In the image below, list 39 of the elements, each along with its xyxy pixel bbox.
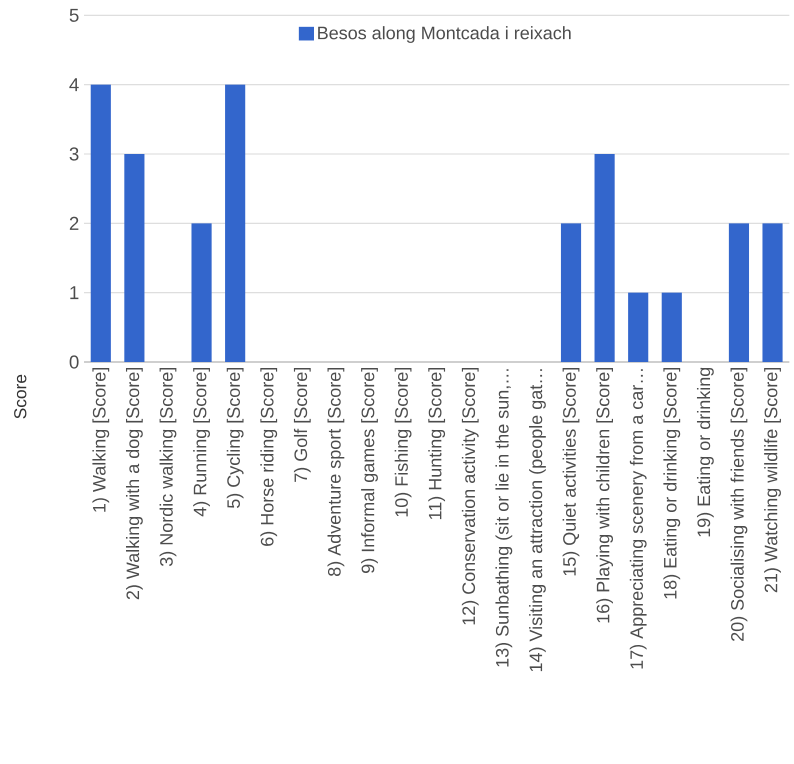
x-tick-label: 9) Informal games [Score]: [361, 368, 378, 573]
y-tick-label: 4: [69, 78, 79, 92]
x-tick-label: 18) Eating or drinking [Score]: [663, 368, 680, 598]
y-tick-label: 0: [70, 355, 79, 369]
x-tick-label: 4) Running [Score]: [193, 368, 210, 516]
x-tick-label: 21) Watching wildlife [Score]: [764, 368, 781, 592]
x-tick-label: 13) Sunbathing (sit or lie in the sun,…: [495, 369, 512, 666]
x-tick-label: 6) Horse riding [Score]: [260, 368, 278, 546]
x-tick-label: 7) Golf [Score]: [294, 368, 311, 482]
legend-label: Besos along Montcada i reixach: [318, 26, 571, 43]
y-tick-label: 5: [70, 8, 79, 22]
x-tick-label: 10) Fishing [Score]: [394, 368, 412, 516]
bar: [225, 84, 246, 362]
bar: [662, 292, 682, 362]
x-tick-label: 17) Appreciating scenery from a car…: [630, 369, 647, 668]
y-tick-label: 2: [70, 216, 78, 230]
x-tick-label: 14) Visiting an attraction (people gat…: [529, 369, 546, 672]
bar: [728, 223, 750, 362]
bar: [124, 154, 144, 362]
x-tick-label: 15) Quiet activities [Score]: [562, 368, 580, 576]
x-tick-label: 2) Walking with a dog [Score]: [126, 368, 143, 600]
y-axis-title: Score: [14, 374, 26, 419]
bar: [762, 223, 783, 362]
y-tick-label: 3: [70, 147, 78, 161]
x-tick-label: 8) Adventure sport [Score]: [328, 368, 344, 576]
bar: [628, 292, 648, 362]
x-tick-label: 11) Hunting [Score]: [428, 368, 446, 520]
x-tick-label: 19) Eating or drinking: [696, 368, 714, 536]
x-tick-label: 20) Socialising with friends [Score]: [730, 368, 748, 641]
y-tick-label: 1: [70, 286, 78, 300]
x-tick-label: 16) Playing with children [Score]: [596, 368, 613, 622]
bar: [191, 223, 212, 362]
bar: [594, 154, 615, 362]
bar: [90, 84, 111, 362]
x-tick-label: 1) Walking [Score]: [92, 368, 110, 512]
bar: [560, 223, 582, 362]
x-tick-label: 12) Conservation activity [Score]: [462, 368, 479, 624]
x-tick-label: 5) Cycling [Score]: [226, 368, 244, 508]
x-tick-label: 3) Nordic walking [Score]: [160, 368, 176, 566]
